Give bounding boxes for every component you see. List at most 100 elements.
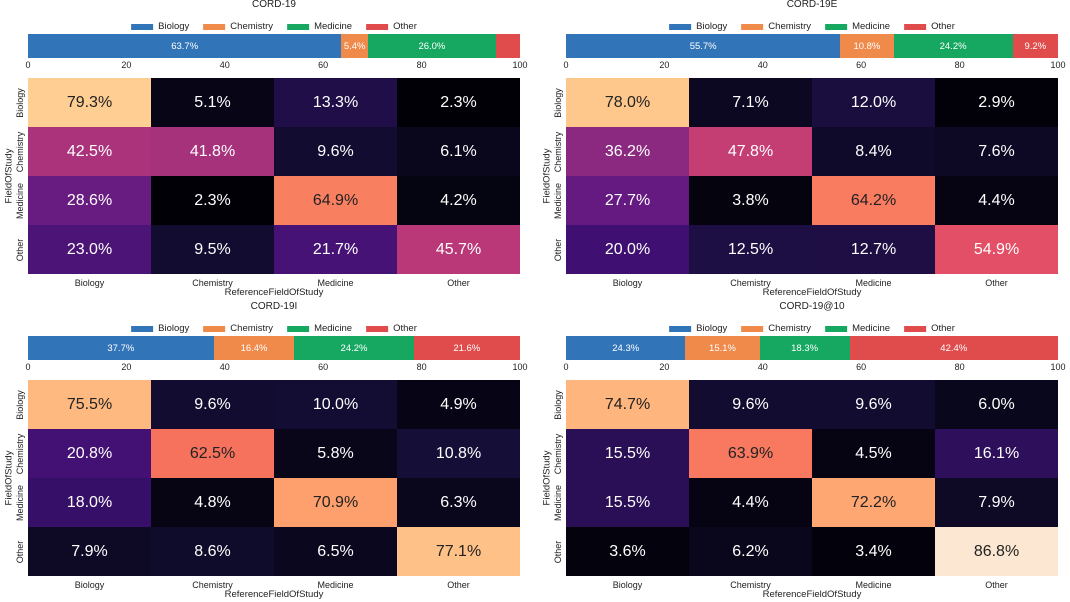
heatmap-cell: 4.5% [812,429,935,478]
heatmap-cell: 4.8% [151,478,274,527]
legend-swatch [669,23,692,30]
x-tick-label: Medicine [855,580,892,590]
heatmap-cell: 12.0% [812,78,935,127]
y-tick-label: Other [553,238,563,261]
bar-tick-label: 0 [25,362,31,372]
legend-label: Biology [696,323,728,334]
y-tick-label: Biology [553,87,563,118]
bar-tick-label: 20 [659,362,670,372]
legend-swatch [825,23,848,30]
legend-item: Biology [131,323,189,334]
legend-label: Biology [158,21,190,32]
legend-item: Biology [131,21,189,32]
bar-tick-label: 80 [954,362,965,372]
heatmap-cell: 6.5% [274,527,397,576]
heatmap-cell: 5.8% [274,429,397,478]
x-tick-label: Biology [74,278,105,288]
heatmap: 78.0% 7.1% 12.0% 2.9% 36.2% 47.8% 8.4% 7.6% 27.7… [566,78,1058,274]
legend-swatch [741,325,764,332]
heatmap-cell: 3.4% [812,527,935,576]
heatmap-cell: 23.0% [28,225,151,274]
bar-segment: 9.2% [1012,34,1058,58]
x-tick-label: Biology [612,278,643,288]
legend-item: Chemistry [741,323,811,334]
heatmap-cell: 10.8% [397,429,520,478]
stacked-bar: 63.7% 5.4% 26.0% [28,34,520,58]
bar-tick-label: 100 [512,60,528,70]
heatmap-cell: 4.4% [935,176,1058,225]
bar-segment: 63.7% [28,34,342,58]
legend-swatch [366,325,389,332]
heatmap-cell: 63.9% [689,429,812,478]
legend-label: Medicine [852,21,891,32]
legend-item: Chemistry [203,21,273,32]
legend-swatch [825,325,848,332]
heatmap-cell: 86.8% [935,527,1058,576]
heatmap-cell: 7.6% [935,127,1058,176]
heatmap-cell: 6.1% [397,127,520,176]
heatmap-cell: 9.6% [689,380,812,429]
heatmap-cell: 70.9% [274,478,397,527]
heatmap-cell: 4.2% [397,176,520,225]
legend-item: Other [904,21,955,32]
legend: Biology Chemistry Medicine Other [131,21,417,32]
y-axis-label: FieldOfStudy [541,450,553,506]
bar-segment: 10.8% [840,34,894,58]
chart-panel: CORD-19I Biology Chemistry Medicine Other 37.… [0,301,530,602]
legend-label: Chemistry [768,323,812,334]
x-tick-label: Other [985,580,1008,590]
y-axis-label: FieldOfStudy [3,148,15,204]
legend-item: Chemistry [203,323,273,334]
bar-tick-label: 60 [318,60,329,70]
legend-swatch [904,23,927,30]
x-tick-label: Chemistry [730,278,771,288]
heatmap-cell: 79.3% [28,78,151,127]
legend-item: Chemistry [741,21,811,32]
heatmap-cell: 9.6% [274,127,397,176]
bar-segment: 5.4% [341,34,368,58]
x-tick-label: Other [985,278,1008,288]
legend-swatch [131,325,154,332]
y-tick-label: Other [15,238,25,261]
heatmap-cell: 10.0% [274,380,397,429]
heatmap-cell: 13.3% [274,78,397,127]
bar-tick-label: 40 [219,362,230,372]
bar-tick-label: 40 [757,60,768,70]
legend-swatch [131,23,154,30]
bar-segment: 24.2% [893,34,1013,58]
chart-panel: CORD-19 Biology Chemistry Medicine Other 63.7… [0,0,530,300]
bar-segment: 26.0% [367,34,496,58]
heatmap-cell: 4.9% [397,380,520,429]
chart-panel: CORD-19E Biology Chemistry Medicine Other 55.… [538,0,1068,300]
x-tick-label: Chemistry [730,580,771,590]
y-axis-label: FieldOfStudy [3,450,15,506]
heatmap-cell: 75.5% [28,380,151,429]
legend-swatch [287,325,310,332]
bar-axis: 0 20 40 60 80 100 [563,60,1065,72]
bar-axis: 0 20 40 60 80 100 [25,362,527,374]
bar-axis: 0 20 40 60 80 100 [563,362,1065,374]
legend-swatch [203,325,226,332]
heatmap-cell: 41.8% [151,127,274,176]
legend-item: Other [366,323,417,334]
bar-tick-label: 60 [318,362,329,372]
heatmap-cell: 62.5% [151,429,274,478]
legend-label: Chemistry [768,21,812,32]
legend-item: Biology [669,21,727,32]
chart-panel: CORD-19@10 Biology Chemistry Medicine Other 2… [538,301,1068,602]
legend-item: Medicine [825,21,890,32]
heatmap: 75.5% 9.6% 10.0% 4.9% 20.8% 62.5% 5.8% 10.8% 18.… [28,380,520,576]
heatmap-cell: 2.3% [397,78,520,127]
legend-swatch [203,23,226,30]
stacked-bar: 24.3% 15.1% 18.3% 42.4% [566,336,1058,360]
legend-swatch [904,325,927,332]
y-tick-label: Chemistry [15,131,25,172]
heatmap-cell: 74.7% [566,380,689,429]
legend-label: Other [393,323,417,334]
legend-label: Medicine [852,323,891,334]
heatmap-cell: 27.7% [566,176,689,225]
chart-title: CORD-19@10 [779,301,845,312]
heatmap-cell: 64.9% [274,176,397,225]
x-tick-label: Chemistry [192,278,233,288]
heatmap: 74.7% 9.6% 9.6% 6.0% 15.5% 63.9% 4.5% 16.1% 15.5… [566,380,1058,576]
